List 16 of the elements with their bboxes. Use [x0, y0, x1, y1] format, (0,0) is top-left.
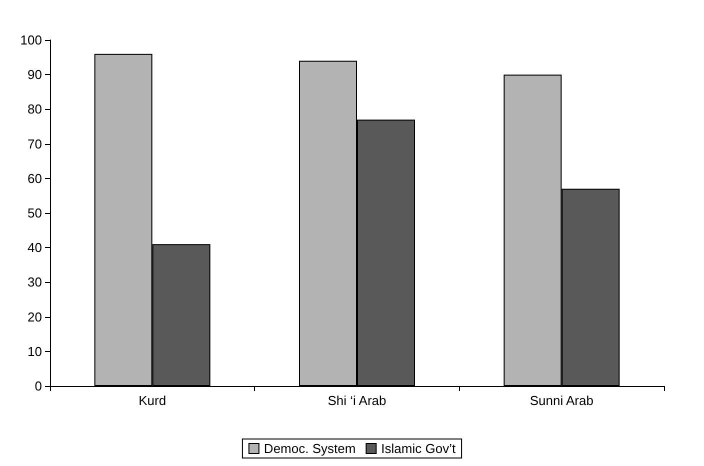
- y-tick-label: 20: [28, 309, 42, 324]
- y-tick-label: 50: [28, 206, 42, 220]
- y-tick-label: 0: [34, 378, 42, 394]
- legend-label: Democ. System: [264, 441, 356, 456]
- y-tick-label: 70: [28, 136, 42, 152]
- y-tick-label: 100: [20, 32, 42, 48]
- y-tick-label: 30: [28, 274, 42, 290]
- x-tick-label: Kurd: [138, 393, 166, 408]
- y-tick-label: 90: [28, 67, 42, 82]
- y-tick-label: 10: [28, 344, 42, 359]
- x-tick-label: Sunni Arab: [530, 393, 594, 408]
- y-tick-label: 60: [28, 170, 42, 186]
- y-tick-label: 80: [28, 102, 42, 117]
- x-tick-label: Shi ‘i Arab: [328, 393, 386, 408]
- legend-label: Islamic Gov’t: [381, 441, 456, 456]
- y-tick-label: 40: [28, 240, 42, 256]
